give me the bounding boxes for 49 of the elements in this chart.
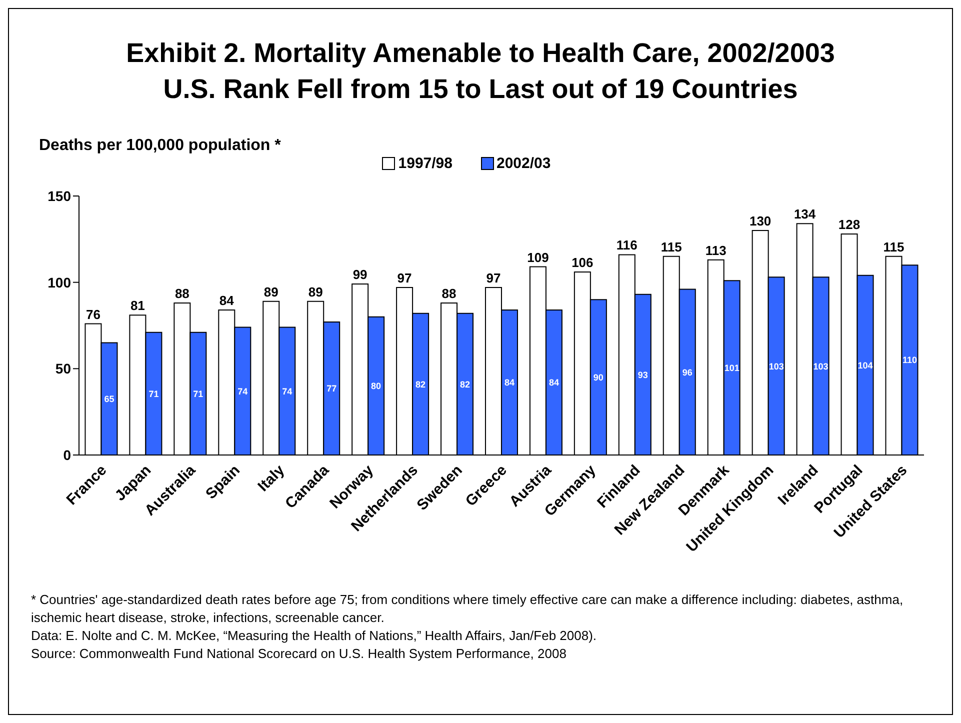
text: Data: E. Nolte and C. M. McKee, “Measuring the Health of Nations,” Health Affairs, Jan/Feb 2008).	[31, 627, 598, 645]
chart-subtitle: U.S. Rank Fell from 15 to Last out of 19 Countries	[162, 73, 799, 106]
data-label: 97	[486, 270, 501, 286]
data-label: 115	[660, 239, 682, 254]
data-label: 71	[193, 388, 204, 399]
data-label: 74	[282, 386, 292, 396]
y-axis-title: Deaths per 100,000 population *	[39, 137, 282, 155]
data-label: 128	[838, 216, 860, 232]
data-label: 106	[572, 254, 594, 270]
data-label: 89	[308, 284, 323, 300]
data-label: 103	[813, 361, 828, 372]
data-label: 82	[416, 379, 426, 390]
data-label: 99	[352, 267, 368, 282]
data-label: 88	[442, 286, 456, 302]
source-note: Source: Commonwealth Fund National Scorecard on U.S. Health System Performance, 2008	[31, 645, 568, 663]
data-label: 110	[902, 355, 918, 366]
data-label: 134	[794, 206, 816, 222]
data-label: 89	[264, 284, 278, 300]
data-label: 115	[883, 239, 904, 254]
data-label: 76	[86, 306, 100, 322]
chart-title: Exhibit 2. Mortality Amenable to Health Care, 2002/2003	[125, 37, 836, 70]
data-label: 130	[749, 214, 772, 229]
data-label: 113	[705, 242, 726, 258]
data-label: 65	[104, 394, 114, 404]
data-label: 84	[504, 378, 514, 388]
data-label: 101	[724, 363, 740, 373]
text: * Countries' age-standardized death rates before age 75; from conditions where timely effective care can make a difference including: diabetes, asthma, ischemic heart disease, stroke, infections, screenable cancer.	[31, 591, 904, 627]
data-label: 84	[219, 292, 235, 308]
legend-label: 1997/98	[398, 155, 452, 172]
data-label: 74	[238, 386, 248, 396]
data-label: 90	[593, 372, 604, 382]
data-label: 96	[682, 367, 692, 378]
y-tick-label: 150	[48, 188, 72, 204]
data-label: 71	[148, 388, 159, 399]
data-label: 97	[397, 270, 412, 286]
data-label: 77	[326, 384, 337, 394]
y-tick-label: 100	[48, 274, 72, 290]
y-tick-label: 50	[55, 360, 72, 377]
data-label: 82	[460, 379, 470, 390]
data-label: 93	[638, 370, 648, 380]
data-label: 84	[548, 378, 559, 388]
y-tick-label: 0	[63, 446, 72, 463]
data-label: 109	[527, 250, 549, 265]
data-label: 116	[616, 238, 638, 253]
data-label: 103	[768, 361, 784, 372]
data-label: 88	[174, 286, 190, 302]
data-label: 80	[371, 381, 382, 392]
legend-label: 2002/03	[496, 155, 551, 172]
data-label: 81	[130, 298, 145, 314]
